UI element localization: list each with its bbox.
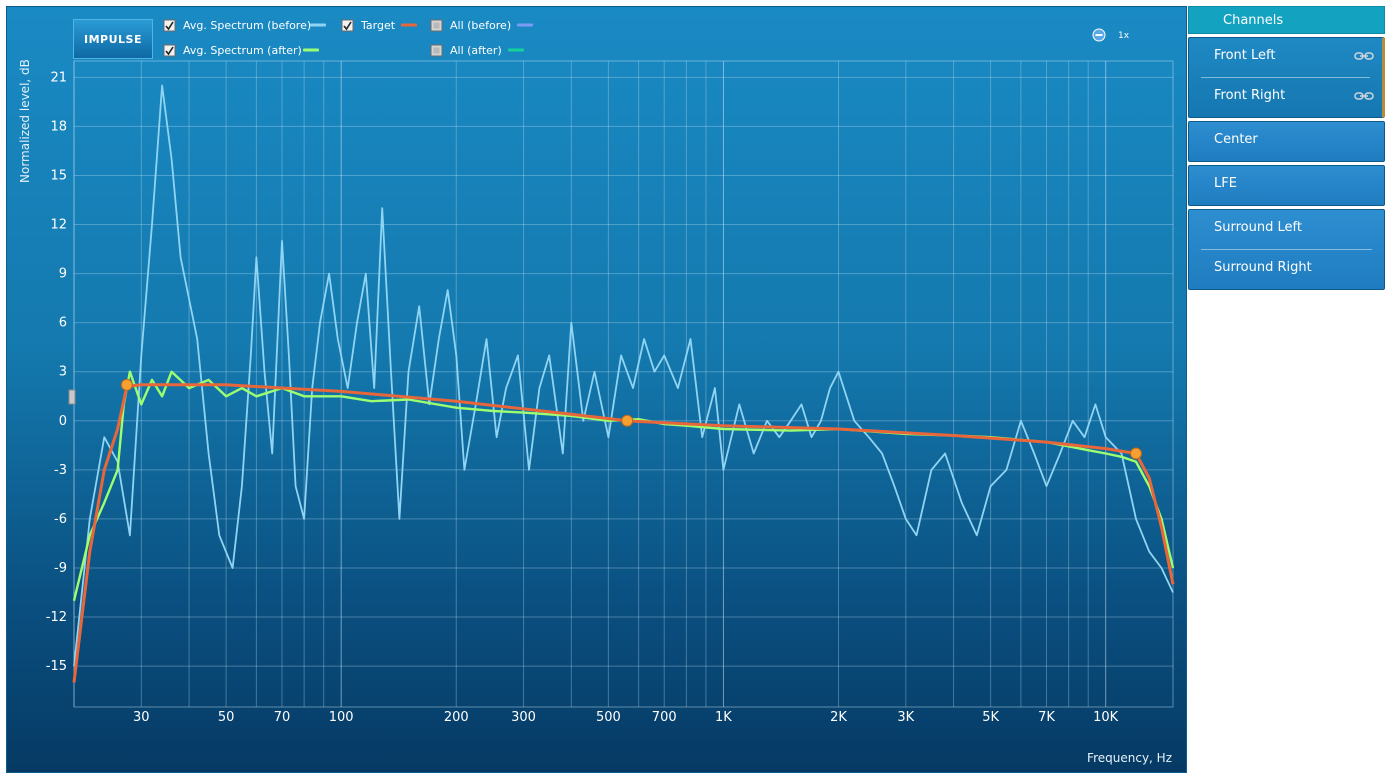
legend-checkbox[interactable]	[341, 19, 354, 32]
x-tick-label: 50	[218, 710, 235, 725]
chart-panel: 21 18 15 12 9 6 3 0 -3 -6 -9 -12 -15 30 50 70 100 200 300…	[6, 6, 1187, 773]
x-tick-label: 3K	[897, 710, 914, 725]
y-tick-label: 9	[59, 267, 67, 282]
y-tick-label: 15	[50, 168, 67, 183]
y-tick-label: 18	[50, 119, 67, 134]
legend-item[interactable]: Avg. Spectrum (before)	[163, 19, 326, 32]
legend: Avg. Spectrum (before) Avg. Spectrum (aft…	[163, 19, 533, 57]
y-tick-label: -15	[46, 659, 67, 674]
channel-item[interactable]: Surround Right	[1189, 250, 1384, 289]
check-icon	[165, 46, 174, 56]
y-tick-label: 21	[50, 70, 67, 85]
x-tick-label: 200	[444, 710, 469, 725]
channels-sidebar: Channels Front Left Front Right Center LFE S…	[1188, 6, 1385, 290]
zoom-minus-glyph	[1095, 34, 1103, 36]
target-control-point[interactable]	[1129, 447, 1142, 460]
legend-label: Avg. Spectrum (before)	[183, 19, 311, 32]
x-tick-label: 30	[133, 710, 150, 725]
channel-item[interactable]: Front Left	[1189, 38, 1382, 77]
x-tick-label: 300	[511, 710, 536, 725]
unchecked-icon	[433, 47, 440, 54]
channel-group[interactable]: LFE	[1188, 165, 1385, 206]
legend-checkbox[interactable]	[163, 44, 176, 57]
target-control-points[interactable]	[120, 378, 1142, 460]
zoom-level: 1x	[1118, 31, 1130, 41]
target-control-point[interactable]	[120, 378, 133, 391]
legend-label: Avg. Spectrum (after)	[183, 44, 302, 57]
impulse-logo: IMPULSE	[73, 19, 153, 59]
series-line	[72, 370, 1175, 601]
channel-label: Front Left	[1214, 48, 1276, 63]
legend-label: All (after)	[450, 44, 502, 57]
link-icon[interactable]	[1354, 52, 1374, 60]
link-icon[interactable]	[1354, 92, 1374, 100]
legend-item[interactable]: All (after)	[430, 44, 524, 57]
channel-label: LFE	[1214, 176, 1237, 191]
channel-label: Center	[1214, 132, 1258, 147]
legend-item[interactable]: Target	[341, 19, 417, 32]
plot-frame	[73, 60, 1174, 708]
channel-label: Front Right	[1214, 88, 1286, 103]
y-axis-ticks: 21 18 15 12 9 6 3 0 -3 -6 -9 -12 -15	[46, 70, 67, 674]
x-tick-label: 70	[274, 710, 291, 725]
legend-swatch	[303, 48, 319, 52]
logo-text: IMPULSE	[84, 32, 142, 46]
legend-item[interactable]: All (before)	[430, 19, 533, 32]
channel-label: Surround Left	[1214, 220, 1302, 235]
legend-swatch	[310, 23, 326, 27]
channel-separator	[1201, 249, 1372, 250]
legend-swatch	[508, 48, 524, 52]
unchecked-icon	[433, 22, 440, 29]
x-axis-label: Frequency, Hz	[1087, 751, 1172, 765]
y-tick-label: -6	[54, 512, 67, 527]
x-tick-label: 1K	[715, 710, 732, 725]
legend-label: All (before)	[450, 19, 511, 32]
y-tick-label: -12	[46, 610, 67, 625]
y-tick-label: 12	[50, 218, 67, 233]
zoom-control[interactable]: 1x	[1092, 28, 1130, 42]
check-icon	[343, 21, 352, 31]
channel-label: Surround Right	[1214, 260, 1312, 275]
legend-label: Target	[360, 19, 396, 32]
channels-header: Channels	[1188, 6, 1385, 34]
channel-group[interactable]: Surround Left Surround Right	[1188, 209, 1385, 290]
y-tick-label: -3	[54, 463, 67, 478]
series-line	[72, 383, 1175, 683]
legend-swatch	[517, 23, 533, 27]
x-tick-label: 10K	[1093, 710, 1119, 725]
legend-item[interactable]: Avg. Spectrum (after)	[163, 44, 319, 57]
channel-item[interactable]: LFE	[1189, 166, 1384, 205]
channel-item[interactable]: Center	[1189, 122, 1384, 161]
x-tick-label: 5K	[982, 710, 999, 725]
grid-lines	[73, 60, 1174, 708]
y-tick-label: 6	[59, 316, 67, 331]
x-tick-label: 500	[596, 710, 621, 725]
y-tick-label: 3	[59, 365, 67, 380]
check-icon	[165, 21, 174, 31]
target-control-point[interactable]	[621, 414, 634, 427]
x-axis-ticks: 30 50 70 100 200 300 500 700 1K 2K 3K 5K 7K 10K	[133, 710, 1119, 725]
y-tick-label: 0	[59, 414, 67, 429]
series-line	[73, 84, 1174, 667]
y-axis-handle[interactable]	[68, 389, 76, 405]
x-tick-label: 2K	[830, 710, 847, 725]
x-tick-label: 100	[329, 710, 354, 725]
channel-group[interactable]: Center	[1188, 121, 1385, 162]
legend-checkbox[interactable]	[163, 19, 176, 32]
y-tick-label: -9	[54, 561, 67, 576]
x-tick-label: 7K	[1038, 710, 1055, 725]
channel-group[interactable]: Front Left Front Right	[1188, 37, 1385, 118]
channel-separator	[1201, 77, 1370, 78]
channel-groups: Front Left Front Right Center LFE Surround L…	[1188, 37, 1385, 290]
y-axis-label: Normalized level, dB	[18, 59, 32, 183]
legend-swatch	[401, 23, 417, 27]
channel-item[interactable]: Front Right	[1189, 78, 1382, 117]
x-tick-label: 700	[652, 710, 677, 725]
channel-item[interactable]: Surround Left	[1189, 210, 1384, 249]
